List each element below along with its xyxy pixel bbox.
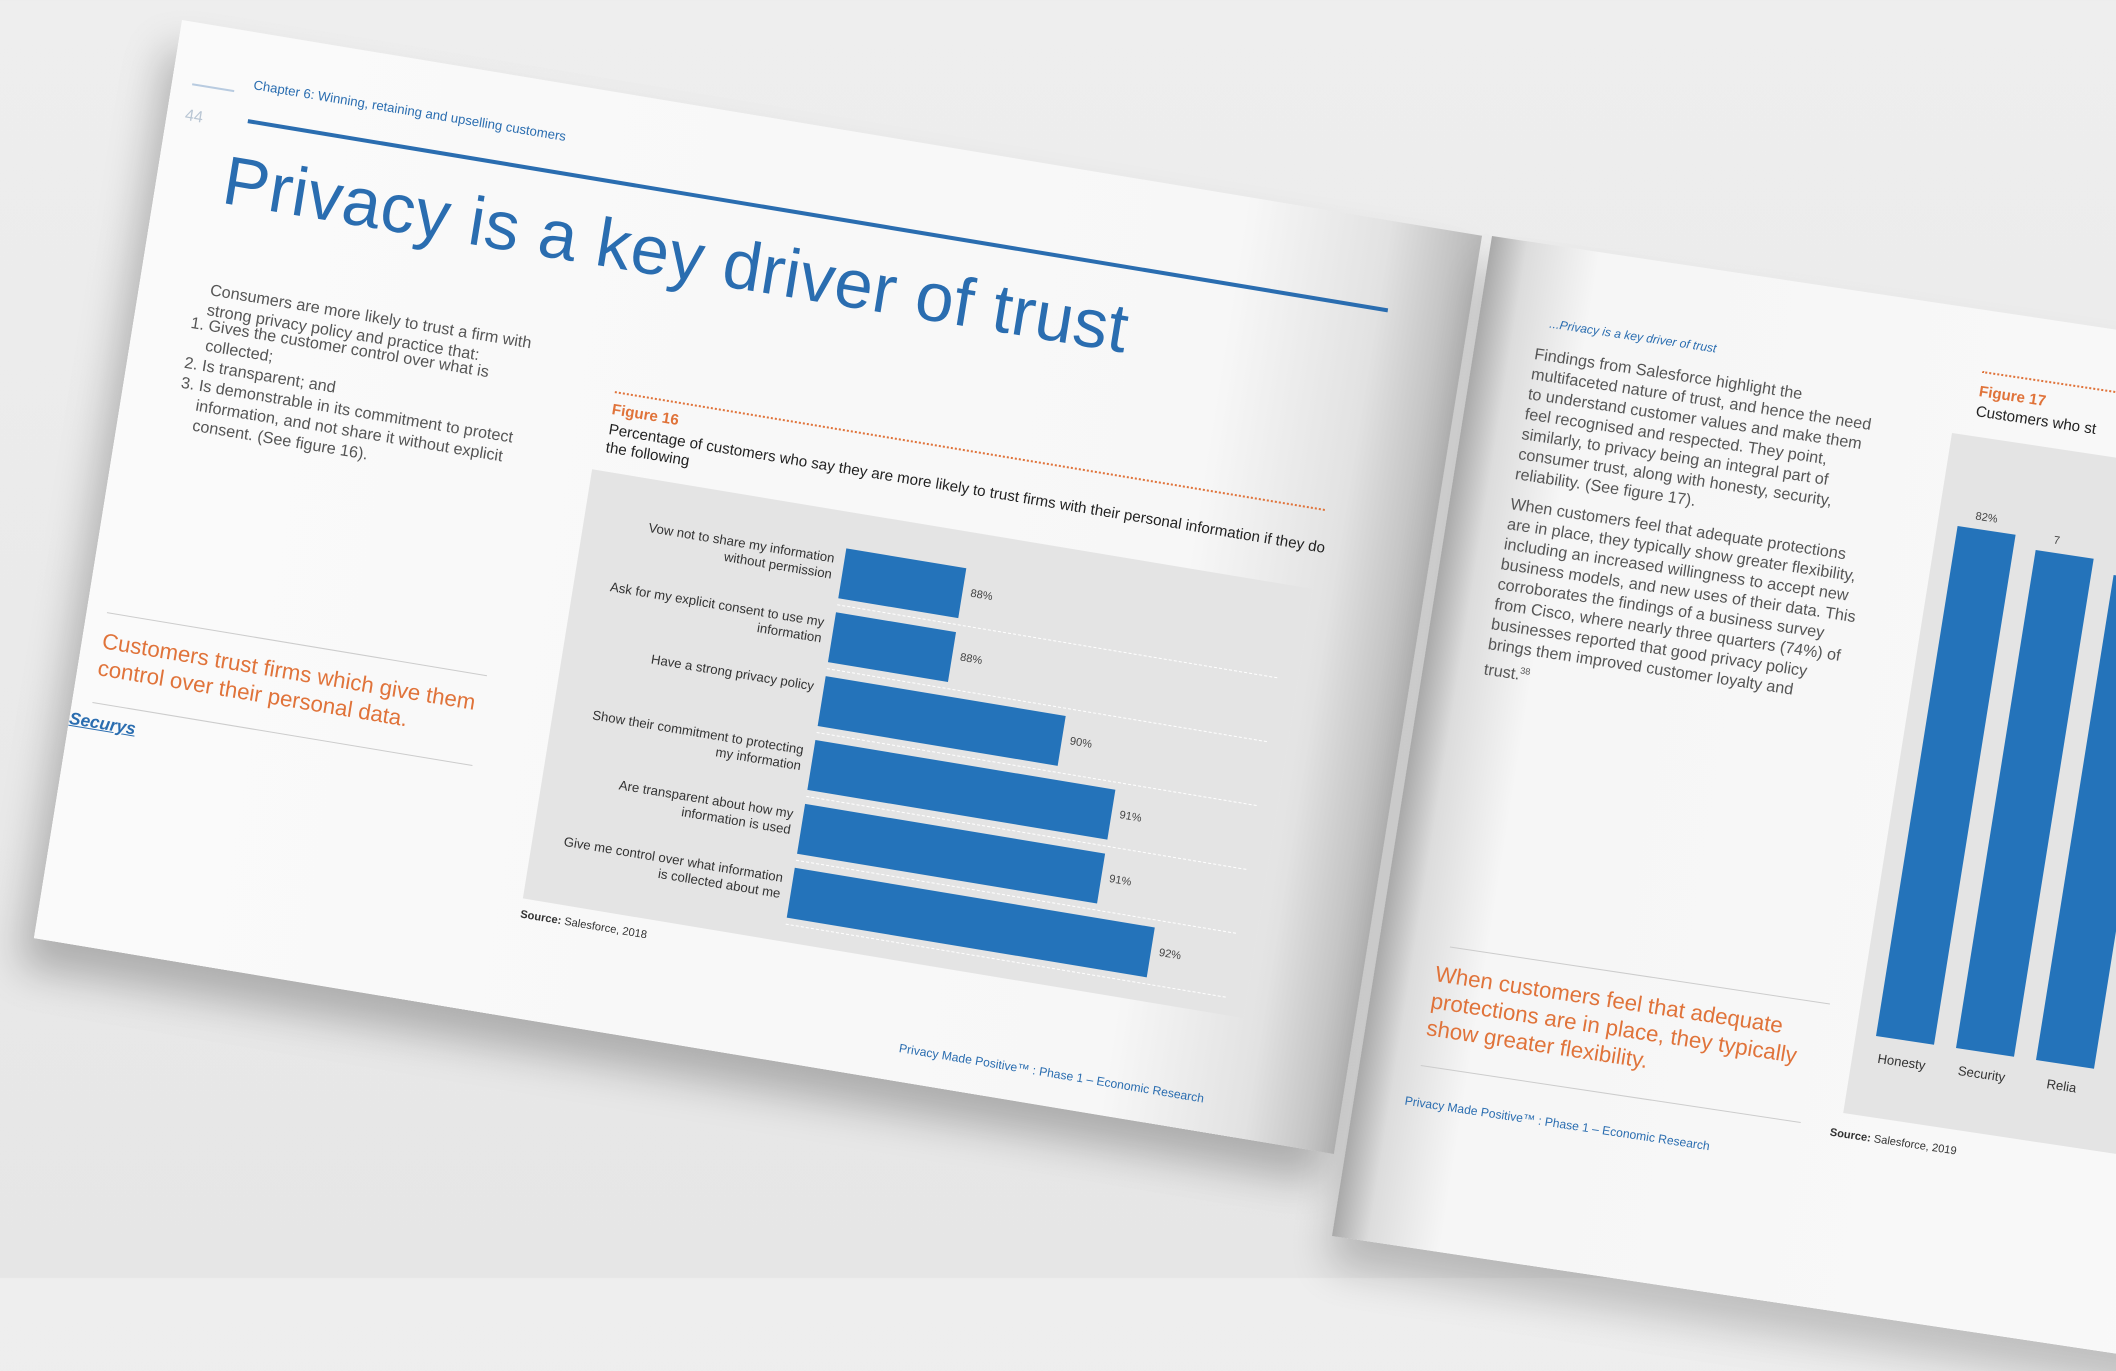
left-page: Chapter 6: Winning, retaining and upsell… — [33, 20, 1482, 1154]
page-number: 44 — [183, 106, 205, 127]
source-label: Source: — [1828, 1126, 1872, 1145]
footnote: 38 — [1519, 665, 1532, 677]
chapter: Chapter 6: Winning, retaining and upsell… — [252, 77, 568, 144]
scene: Chapter 6: Winning, retaining and upsell… — [0, 0, 2116, 1278]
value-label: 91% — [1118, 809, 1143, 825]
category-label: Show their commitment to protecting my i… — [591, 707, 805, 774]
value-label: 91% — [1108, 872, 1133, 889]
value-label: 7 — [2052, 534, 2061, 548]
chart: 82% Honesty 7 Security Relia — [1843, 433, 2116, 1176]
logo: Securys — [67, 708, 138, 739]
quote: Customers trust firms which give them co… — [96, 628, 478, 732]
category-label: Vow not to share my information without … — [647, 519, 836, 582]
rule — [192, 83, 235, 93]
category-label: Honesty — [1876, 1050, 1927, 1073]
category-label: Have a strong privacy policy — [650, 651, 816, 694]
paragraph: When customers feel that adequate protec… — [1482, 495, 1867, 734]
value-label: 92% — [1157, 946, 1182, 963]
category-label: Relia — [2045, 1076, 2078, 1096]
source-label: Source: — [519, 908, 563, 928]
value-label: 90% — [1068, 735, 1093, 751]
source: Source: Salesforce, 2019 — [1829, 1127, 1958, 1158]
value-label: 88% — [959, 651, 984, 668]
category-label: Ask for my explicit consent to use my in… — [609, 579, 826, 646]
value-label: 82% — [1974, 510, 1999, 526]
running-head: ...Privacy is a key driver of trust — [1548, 316, 1718, 356]
category-label: Are transparent about how my information… — [617, 777, 795, 838]
category-label: Security — [1956, 1062, 2007, 1085]
source-text: Salesforce, 2019 — [1872, 1133, 1958, 1158]
value-label: 88% — [969, 587, 994, 604]
quote: When customers feel that adequate protec… — [1424, 961, 1799, 1074]
footer: Privacy Made Positive™ : Phase 1 – Econo… — [898, 1041, 1206, 1106]
source-text: Salesforce, 2018 — [563, 915, 648, 942]
category-label: Give me control over what information is… — [562, 833, 785, 901]
